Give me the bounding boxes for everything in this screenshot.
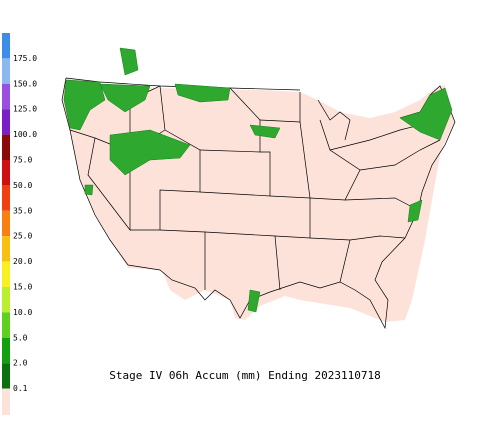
legend-label: 20.0 <box>13 257 32 266</box>
legend-swatch <box>2 109 10 135</box>
legend-swatch <box>2 337 10 364</box>
legend-swatch <box>2 236 10 262</box>
legend-label: 10.0 <box>13 308 32 317</box>
legend-label: 150.0 <box>13 79 37 88</box>
legend-swatch <box>2 363 10 389</box>
legend-label: 25.0 <box>13 232 32 241</box>
legend-label: 125.0 <box>13 105 37 114</box>
legend-swatch <box>2 58 10 84</box>
legend-swatch <box>2 210 10 237</box>
map-title: Stage IV 06h Accum (mm) Ending 202311071… <box>109 369 381 382</box>
legend-swatch <box>2 312 10 338</box>
legend-label: 75.0 <box>13 156 32 165</box>
legend: 175.0 150.0 125.0 100.0 75.0 50.0 35.0 25.0 20.0… <box>2 33 37 415</box>
legend-swatch <box>2 388 10 415</box>
legend-label: 0.1 <box>13 384 28 393</box>
legend-label: 35.0 <box>13 206 32 215</box>
legend-swatch <box>2 134 10 160</box>
legend-label: 100.0 <box>13 130 37 139</box>
legend-label: 50.0 <box>13 181 32 190</box>
legend-label: 5.0 <box>13 333 28 342</box>
legend-swatch <box>2 261 10 287</box>
legend-swatch <box>2 33 10 59</box>
legend-swatch <box>2 185 10 211</box>
legend-swatch <box>2 287 10 313</box>
legend-swatch <box>2 83 10 110</box>
precipitation <box>63 47 453 313</box>
legend-label: 175.0 <box>13 54 37 63</box>
legend-label: 15.0 <box>13 283 32 292</box>
legend-swatch <box>2 160 10 186</box>
legend-label: 2.0 <box>13 359 28 368</box>
